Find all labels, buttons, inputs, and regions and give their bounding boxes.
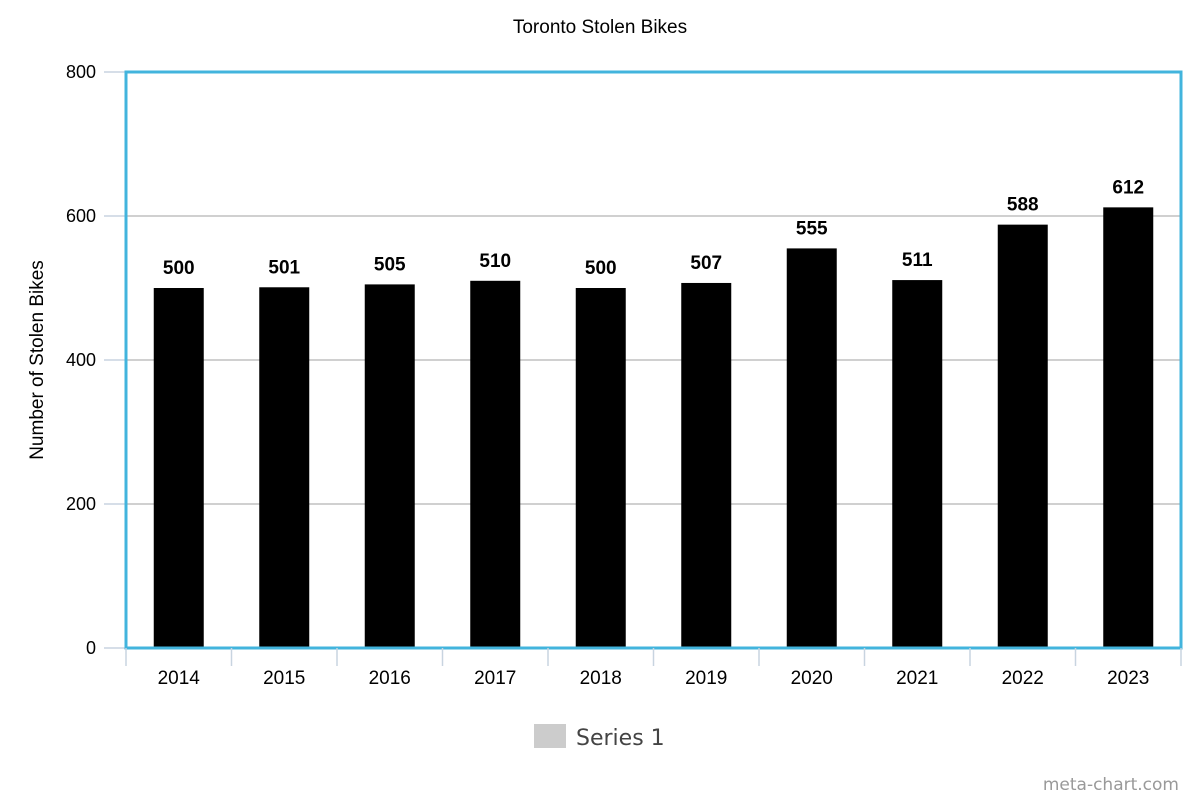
bar [681, 282, 732, 648]
watermark: meta-chart.com [1043, 775, 1179, 795]
chart-title: Toronto Stolen Bikes [513, 17, 687, 38]
legend[interactable]: Series 1 [534, 724, 665, 751]
legend-swatch [534, 724, 566, 748]
x-tick-label: 2019 [685, 668, 727, 689]
x-tick-label: 2020 [791, 668, 833, 689]
bar [153, 288, 204, 648]
data-label: 555 [796, 218, 828, 239]
data-label: 507 [690, 253, 722, 274]
data-label: 505 [374, 254, 406, 275]
data-label: 501 [268, 257, 300, 278]
x-tick-label: 2021 [896, 668, 938, 689]
data-label: 500 [585, 258, 617, 279]
y-tick-label: 200 [66, 494, 96, 514]
x-tick-label: 2023 [1107, 668, 1149, 689]
bar [1103, 207, 1154, 649]
bar [575, 288, 626, 648]
data-labels: 500 501 505 510 500 507 555 511 588 612 [163, 177, 1144, 279]
x-tick-label: 2014 [158, 668, 201, 689]
y-tick-label: 800 [66, 62, 96, 82]
x-tick-label: 2016 [369, 668, 411, 689]
bar [997, 224, 1048, 648]
x-tick-label: 2015 [263, 668, 305, 689]
x-tick-label: 2017 [474, 668, 516, 689]
x-axis-ticks: 2014 2015 2016 2017 2018 2019 2020 2021 2022 2023 [125, 648, 1182, 689]
data-label: 612 [1112, 177, 1144, 198]
bar [470, 280, 521, 648]
bar [364, 284, 415, 648]
y-tick-label: 0 [86, 638, 96, 658]
data-label: 500 [163, 258, 195, 279]
data-label: 511 [902, 250, 933, 271]
y-tick-label: 600 [66, 206, 96, 226]
bar [259, 287, 310, 648]
data-label: 588 [1007, 195, 1039, 216]
data-label: 510 [479, 251, 511, 272]
legend-label: Series 1 [576, 726, 665, 751]
y-axis-label: Number of Stolen Bikes [27, 260, 48, 460]
y-tick-label: 400 [66, 350, 96, 370]
bar [892, 280, 943, 648]
y-axis-ticks: 0 200 400 600 800 [66, 62, 126, 658]
x-tick-label: 2018 [580, 668, 622, 689]
bars [153, 207, 1154, 649]
bar [786, 248, 837, 648]
x-tick-label: 2022 [1002, 668, 1044, 689]
